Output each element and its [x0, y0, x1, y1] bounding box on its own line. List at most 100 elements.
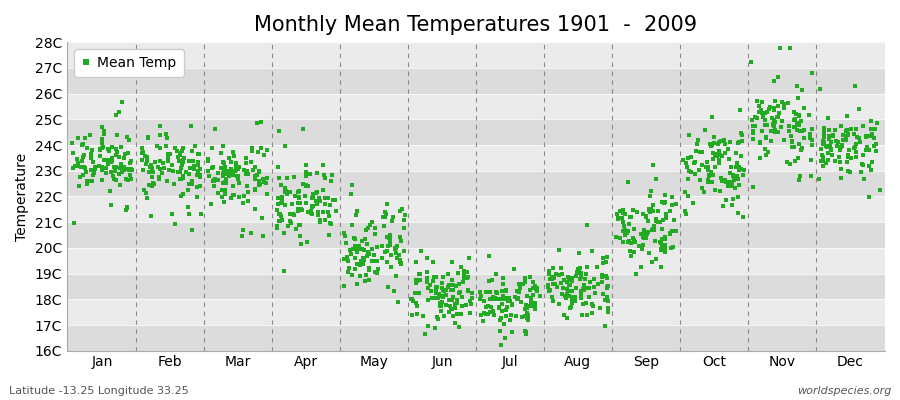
Point: [636, 231, 651, 238]
Point: [121, 134, 135, 140]
Point: [750, 115, 764, 122]
Point: [654, 225, 669, 232]
Point: [550, 284, 564, 290]
Point: [352, 243, 366, 249]
Point: [153, 145, 167, 152]
Title: Monthly Mean Temperatures 1901  -  2009: Monthly Mean Temperatures 1901 - 2009: [255, 15, 698, 35]
Point: [465, 290, 480, 296]
Point: [324, 178, 338, 184]
Point: [834, 174, 849, 181]
Point: [364, 258, 379, 265]
Point: [176, 190, 190, 197]
Point: [454, 311, 469, 318]
Point: [323, 221, 338, 228]
Point: [642, 207, 656, 213]
Point: [707, 164, 722, 170]
Point: [641, 218, 655, 224]
Point: [123, 158, 138, 165]
Point: [718, 177, 733, 183]
Point: [320, 209, 335, 215]
Point: [787, 117, 801, 124]
Point: [152, 176, 166, 182]
Text: worldspecies.org: worldspecies.org: [796, 386, 891, 396]
Point: [516, 281, 530, 287]
Point: [629, 209, 643, 215]
Point: [356, 247, 371, 254]
Point: [369, 258, 383, 265]
Point: [653, 247, 668, 254]
Point: [114, 160, 129, 167]
Point: [813, 175, 827, 182]
Point: [493, 342, 508, 349]
Point: [256, 176, 270, 182]
Point: [222, 173, 237, 180]
Point: [159, 143, 174, 149]
Point: [789, 83, 804, 89]
Point: [430, 316, 445, 322]
Point: [616, 228, 630, 234]
Point: [145, 183, 159, 189]
Point: [381, 243, 395, 250]
Text: Latitude -13.25 Longitude 33.25: Latitude -13.25 Longitude 33.25: [9, 386, 189, 396]
Point: [305, 211, 320, 217]
Point: [544, 276, 559, 283]
Point: [450, 300, 464, 306]
Point: [216, 159, 230, 165]
Point: [273, 211, 287, 217]
Point: [430, 314, 445, 320]
Point: [77, 164, 92, 170]
Point: [66, 150, 80, 156]
Point: [277, 230, 292, 236]
Point: [719, 179, 733, 185]
Point: [101, 160, 115, 167]
Point: [578, 276, 592, 282]
Point: [706, 140, 721, 146]
Point: [562, 277, 576, 283]
Point: [174, 193, 188, 199]
Point: [484, 304, 499, 310]
Point: [688, 148, 703, 154]
Point: [565, 274, 580, 281]
Point: [512, 281, 526, 288]
Point: [679, 211, 693, 217]
Point: [73, 173, 87, 180]
Point: [561, 288, 575, 294]
Point: [501, 298, 516, 304]
Point: [441, 270, 455, 277]
Point: [287, 212, 302, 218]
Point: [379, 211, 393, 218]
Point: [616, 239, 630, 246]
Point: [191, 170, 205, 177]
Point: [316, 208, 330, 215]
Point: [140, 154, 154, 160]
Point: [138, 152, 152, 159]
Point: [429, 295, 444, 301]
Point: [78, 165, 93, 172]
Point: [746, 122, 760, 129]
Point: [183, 165, 197, 172]
Point: [772, 110, 787, 116]
Point: [541, 282, 555, 288]
Point: [192, 151, 206, 157]
Point: [367, 252, 382, 258]
Point: [766, 121, 780, 127]
Point: [792, 177, 806, 183]
Point: [722, 156, 736, 162]
Point: [840, 112, 854, 119]
Point: [617, 210, 632, 217]
Bar: [67, 171, 885, 196]
Point: [306, 203, 320, 210]
Point: [491, 305, 506, 311]
Point: [815, 152, 830, 158]
Point: [284, 188, 298, 195]
Point: [707, 134, 722, 140]
Point: [617, 232, 632, 238]
Point: [270, 224, 284, 230]
Point: [518, 302, 533, 308]
Point: [649, 176, 663, 183]
Point: [869, 148, 884, 154]
Point: [304, 204, 319, 211]
Point: [766, 122, 780, 128]
Point: [833, 144, 848, 150]
Point: [147, 180, 161, 187]
